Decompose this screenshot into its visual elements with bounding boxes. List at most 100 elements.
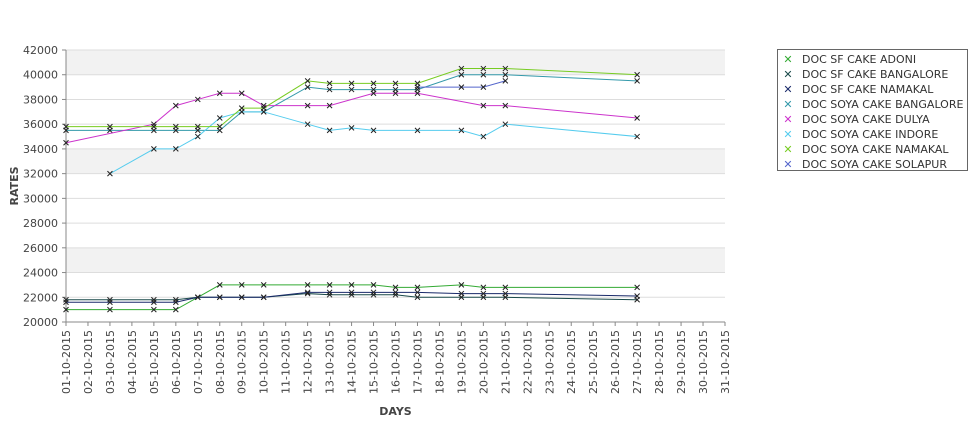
plot-band xyxy=(66,198,725,224)
data-point xyxy=(458,290,465,297)
series-group xyxy=(63,90,640,146)
y-tick-label: 28000 xyxy=(23,217,58,230)
legend-marker-icon: ✕ xyxy=(783,143,793,156)
x-tick-label: 02-10-2015 xyxy=(82,330,95,394)
data-point xyxy=(370,289,377,296)
y-tick-label: 36000 xyxy=(23,118,58,131)
data-point xyxy=(172,306,179,313)
legend-label: DOC SF CAKE NAMAKAL xyxy=(802,83,934,96)
data-point xyxy=(634,78,640,84)
axes xyxy=(65,50,725,323)
data-point xyxy=(414,90,421,97)
data-point xyxy=(348,80,355,87)
y-tick-label: 22000 xyxy=(23,291,58,304)
data-point xyxy=(480,290,487,297)
legend-label: DOC SOYA CAKE INDORE xyxy=(802,128,939,141)
data-point xyxy=(260,294,267,301)
data-point xyxy=(216,90,223,97)
data-point xyxy=(414,127,421,134)
legend-label: DOC SOYA CAKE DULYA xyxy=(802,113,930,126)
data-point xyxy=(480,102,487,109)
data-point xyxy=(326,80,333,87)
legend: ✕ DOC SF CAKE ADONI ✕ DOC SF CAKE BANGALORE… xyxy=(777,49,968,171)
data-point xyxy=(63,299,69,306)
data-point xyxy=(480,284,487,291)
x-tick-label: 17-10-2015 xyxy=(411,330,424,394)
x-tick-label: 01-10-2015 xyxy=(60,330,73,394)
data-point xyxy=(304,121,311,128)
data-point xyxy=(107,170,113,177)
legend-item: ✕ DOC SF CAKE ADONI xyxy=(778,52,967,67)
data-point xyxy=(458,84,465,90)
data-point xyxy=(370,127,377,134)
x-tick-label: 29-10-2015 xyxy=(675,330,688,394)
legend-item: ✕ DOC SOYA CAKE BANGALORE xyxy=(778,97,967,112)
data-point xyxy=(238,105,245,111)
legend-marker-icon: ✕ xyxy=(783,53,793,66)
plot-band xyxy=(66,148,725,174)
data-point xyxy=(304,282,311,288)
data-point xyxy=(107,306,113,313)
grid-lines xyxy=(66,49,725,323)
data-point xyxy=(458,127,465,134)
data-point xyxy=(151,306,157,313)
x-tick-label: 28-10-2015 xyxy=(653,330,666,394)
data-point xyxy=(392,291,399,298)
series-group xyxy=(107,108,640,177)
y-tick-label: 26000 xyxy=(23,242,58,255)
data-point xyxy=(634,115,640,121)
plot-band xyxy=(66,99,725,125)
legend-label: DOC SOYA CAKE BANGALORE xyxy=(802,98,964,111)
data-point xyxy=(238,282,245,288)
series-group xyxy=(414,78,509,90)
y-tick-label: 24000 xyxy=(23,267,58,280)
data-point xyxy=(392,80,399,87)
data-point xyxy=(502,102,509,109)
legend-item: ✕ DOC SOYA CAKE SOLAPUR xyxy=(778,157,967,172)
y-tick-label: 32000 xyxy=(23,168,58,181)
series-line xyxy=(109,111,638,175)
x-tick-label: 21-10-2015 xyxy=(499,330,512,394)
data-point xyxy=(348,291,355,298)
data-point xyxy=(151,121,157,128)
y-tick-label: 20000 xyxy=(23,316,58,329)
x-tick-label: 08-10-2015 xyxy=(214,330,227,394)
data-point xyxy=(151,296,157,303)
x-tick-label: 19-10-2015 xyxy=(455,330,468,394)
data-point xyxy=(634,284,640,291)
legend-label: DOC SOYA CAKE SOLAPUR xyxy=(802,158,947,171)
x-tick-label: 20-10-2015 xyxy=(477,330,490,394)
data-point xyxy=(326,102,333,109)
legend-label: DOC SOYA CAKE NAMAKAL xyxy=(802,143,949,156)
x-tick-label: 26-10-2015 xyxy=(609,330,622,394)
legend-item: ✕ DOC SF CAKE BANGALORE xyxy=(778,67,967,82)
data-point xyxy=(502,284,509,291)
data-point xyxy=(304,78,311,84)
x-tick-label: 06-10-2015 xyxy=(170,330,183,394)
plot-bands xyxy=(66,50,725,322)
y-tick-label: 40000 xyxy=(23,69,58,82)
data-point xyxy=(216,123,223,130)
y-axis-ticks: 20000 22000 24000 26000 28000 30000 32000 34000… xyxy=(23,44,66,329)
data-point xyxy=(480,84,487,90)
data-point xyxy=(216,282,223,288)
data-point xyxy=(348,282,355,288)
x-tick-label: 14-10-2015 xyxy=(346,330,359,394)
y-tick-label: 42000 xyxy=(23,44,58,57)
legend-label: DOC SF CAKE BANGALORE xyxy=(802,68,949,81)
data-point xyxy=(634,71,640,78)
x-tick-label: 15-10-2015 xyxy=(368,330,381,394)
y-tick-label: 38000 xyxy=(23,93,58,106)
legend-item: ✕ DOC SOYA CAKE NAMAKAL xyxy=(778,142,967,157)
data-point xyxy=(370,90,377,97)
data-point xyxy=(348,125,355,131)
data-point xyxy=(107,296,113,303)
plot-band xyxy=(66,50,725,75)
data-point xyxy=(502,78,509,84)
data-point xyxy=(634,293,640,299)
data-point xyxy=(304,289,311,296)
data-point xyxy=(480,71,487,78)
data-point xyxy=(326,291,333,298)
data-point xyxy=(107,123,113,130)
data-point xyxy=(370,291,377,298)
